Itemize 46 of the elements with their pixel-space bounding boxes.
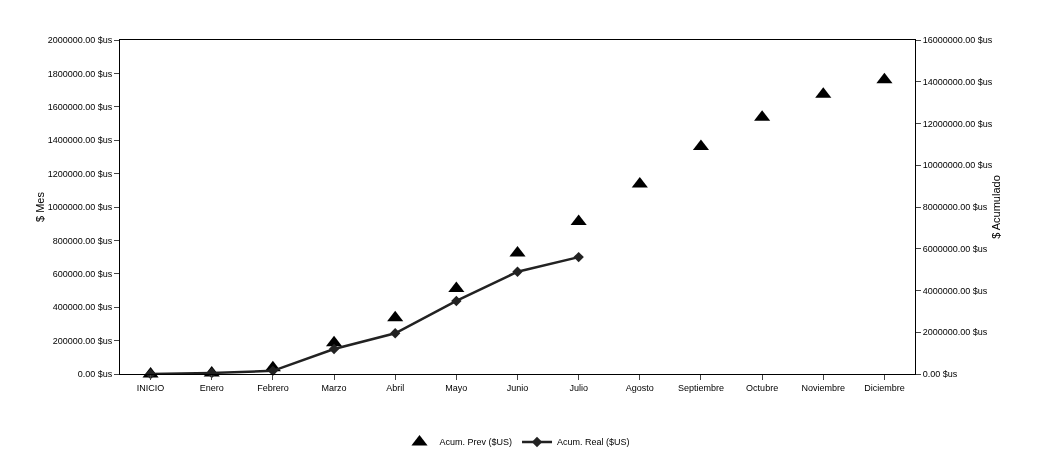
point xyxy=(509,245,526,257)
x-tick-label: Noviembre xyxy=(801,382,846,393)
x-tick-label: Marzo xyxy=(321,382,347,393)
y-tick-label: 0.00 $us xyxy=(77,369,113,380)
x-tick-label: Abril xyxy=(386,382,405,393)
y-tick-label: 1200000.00 $us xyxy=(47,168,113,179)
point xyxy=(328,343,340,355)
y-tick-label: 200000.00 $us xyxy=(52,335,113,346)
y2-tick-label: 12000000.00 $us xyxy=(922,118,993,129)
point xyxy=(387,310,404,322)
point xyxy=(570,214,587,226)
point xyxy=(573,251,584,263)
y2-tick-label: 6000000.00 $us xyxy=(922,243,988,254)
x-tick-label: Mayo xyxy=(445,382,468,393)
y-tick-label: 1800000.00 $us xyxy=(47,68,113,79)
x-tick-label: Octubre xyxy=(746,382,779,393)
y-tick-label: 1400000.00 $us xyxy=(47,135,113,146)
point xyxy=(451,295,462,307)
x-tick-label: Enero xyxy=(199,382,224,393)
y-tick-label: 600000.00 $us xyxy=(52,268,113,279)
x-tick-label: Julio xyxy=(569,382,588,393)
y-tick-label: 1000000.00 $us xyxy=(47,202,113,213)
x-tick-label: Junio xyxy=(506,382,529,393)
point xyxy=(389,328,401,339)
y-tick-label: 2000000.00 $us xyxy=(47,35,113,46)
y2-axis-title: $ Acumulado xyxy=(989,175,1002,239)
y2-tick-label: 16000000.00 $us xyxy=(922,35,993,46)
y2-tick-label: 10000000.00 $us xyxy=(922,160,993,171)
y-axis-title: $ Mes xyxy=(33,191,46,222)
y2-tick-label: 14000000.00 $us xyxy=(922,76,993,87)
y-tick-label: 1600000.00 $us xyxy=(47,101,113,112)
y2-tick-label: 0.00 $us xyxy=(922,369,958,380)
legend-label: Acum. Prev ($US) xyxy=(439,437,513,448)
y2-tick-label: 4000000.00 $us xyxy=(922,285,988,296)
y-tick-label: 800000.00 $us xyxy=(52,235,113,246)
point xyxy=(512,266,523,277)
x-tick-label: Septiembre xyxy=(677,382,724,393)
x-tick-label: Febrero xyxy=(257,382,289,393)
y2-tick-label: 2000000.00 $us xyxy=(922,327,988,338)
x-tick-label: INICIO xyxy=(136,382,165,393)
y-tick-label: 400000.00 $us xyxy=(52,302,113,313)
x-tick-label: Agosto xyxy=(625,382,654,393)
y2-tick-label: 8000000.00 $us xyxy=(922,202,988,213)
point xyxy=(876,72,893,84)
legend-label: Acum. Real ($US) xyxy=(557,437,630,448)
x-tick-label: Diciembre xyxy=(864,382,905,393)
